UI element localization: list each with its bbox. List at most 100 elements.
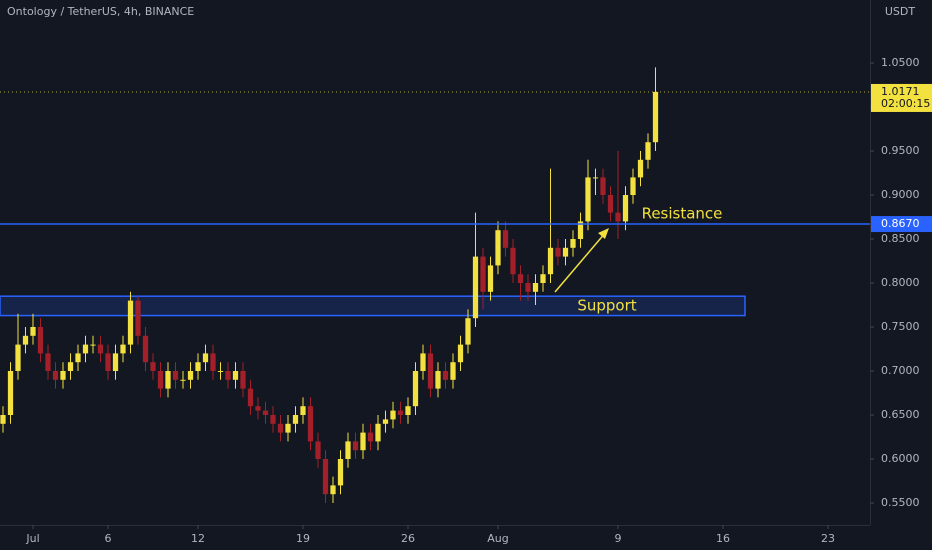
support-zone xyxy=(0,295,746,317)
candle-body xyxy=(472,256,479,319)
candle-body xyxy=(240,371,246,389)
x-tick-label: 6 xyxy=(105,532,112,545)
candle-body xyxy=(30,327,36,336)
x-tick-label: 16 xyxy=(716,532,730,545)
candle-body xyxy=(412,371,419,407)
candle-body xyxy=(52,371,59,380)
candle-body xyxy=(330,485,336,495)
candle-body xyxy=(382,419,389,424)
candle-body xyxy=(547,247,554,275)
resistance-text: Resistance xyxy=(642,205,723,223)
candle-body xyxy=(630,177,636,196)
candle-body xyxy=(577,221,584,240)
candle-body xyxy=(615,212,621,222)
y-tick-label: 0.7500 xyxy=(881,320,920,333)
candle-body xyxy=(427,353,434,389)
candle-body xyxy=(465,318,471,345)
candle-body xyxy=(232,371,239,380)
candle-body xyxy=(195,362,201,372)
candle-body xyxy=(97,344,104,354)
candle-body xyxy=(510,247,516,275)
candle-body xyxy=(0,415,6,424)
candle-body xyxy=(292,415,299,424)
countdown-label: 02:00:15 xyxy=(881,97,930,110)
y-tick-label: 0.6000 xyxy=(881,452,920,465)
candle-body xyxy=(420,353,426,372)
candle-body xyxy=(637,159,644,178)
arrow-head xyxy=(598,228,609,239)
candle-body xyxy=(450,362,456,380)
y-tick-label: 0.7000 xyxy=(881,364,920,377)
candle-body xyxy=(360,432,366,451)
candle-body xyxy=(390,410,396,420)
arrow xyxy=(554,228,609,293)
candle-body xyxy=(210,353,216,372)
y-tick-label: 1.0500 xyxy=(881,56,920,69)
candle-body xyxy=(495,230,501,266)
x-tick-label: 26 xyxy=(401,532,415,545)
candle-body xyxy=(622,195,629,222)
y-tick-label: 0.9500 xyxy=(881,144,920,157)
arrow-line xyxy=(554,231,607,293)
candle-body xyxy=(120,344,126,354)
candle-body xyxy=(540,274,546,284)
candle-body xyxy=(187,371,194,380)
candle-body xyxy=(652,91,659,143)
y-tick-label: 0.8000 xyxy=(881,276,920,289)
candle-body xyxy=(337,459,344,486)
candle-body xyxy=(180,379,186,381)
candle-body xyxy=(480,256,486,292)
candle-body xyxy=(405,406,411,416)
candle-body xyxy=(22,335,29,345)
candle-body xyxy=(315,441,321,460)
candle-body xyxy=(600,177,606,196)
y-tick-label: 0.6500 xyxy=(881,408,920,421)
chart-title: Ontology / TetherUS, 4h, BINANCE xyxy=(7,5,194,18)
candle-body xyxy=(277,423,284,433)
candle-body xyxy=(15,344,21,372)
candle-body xyxy=(570,239,576,248)
candle-body xyxy=(285,423,291,433)
candle-body xyxy=(435,371,441,389)
candle-body xyxy=(112,353,119,372)
candle-body xyxy=(607,195,614,213)
candle-body xyxy=(487,265,494,292)
candle-body xyxy=(352,441,359,451)
candle-body xyxy=(592,177,599,179)
candle-body xyxy=(7,371,14,416)
candle-body xyxy=(322,459,329,495)
candle-body xyxy=(67,362,74,372)
candle-body xyxy=(562,247,569,257)
candle-body xyxy=(442,371,449,380)
candle-body xyxy=(397,410,404,416)
y-tick-label: 0.5500 xyxy=(881,496,920,509)
candle-body xyxy=(60,371,66,380)
candle-body xyxy=(45,353,51,372)
candle-body xyxy=(517,274,524,284)
x-tick-label: 12 xyxy=(191,532,205,545)
current-price-box xyxy=(871,83,932,112)
candle-body xyxy=(457,344,464,363)
candle-body xyxy=(75,353,81,363)
candle-body xyxy=(217,371,224,373)
candle-body xyxy=(37,327,44,354)
y-tick-label: 0.8500 xyxy=(881,232,920,245)
support-text: Support xyxy=(577,296,636,314)
x-tick-label: 19 xyxy=(296,532,310,545)
candle-body xyxy=(367,432,374,442)
candle-body xyxy=(90,344,96,346)
candle-body xyxy=(247,388,254,407)
candle-body xyxy=(307,406,314,442)
candle-body xyxy=(645,142,651,160)
candle-body xyxy=(127,300,134,345)
candle-body xyxy=(532,283,539,292)
candle-body xyxy=(375,423,381,442)
x-tick-label: Aug xyxy=(487,532,508,545)
plot xyxy=(0,67,746,504)
candle-body xyxy=(165,371,171,389)
candle-body xyxy=(502,230,509,248)
candle-body xyxy=(525,283,531,292)
x-tick-label: 23 xyxy=(821,532,835,545)
